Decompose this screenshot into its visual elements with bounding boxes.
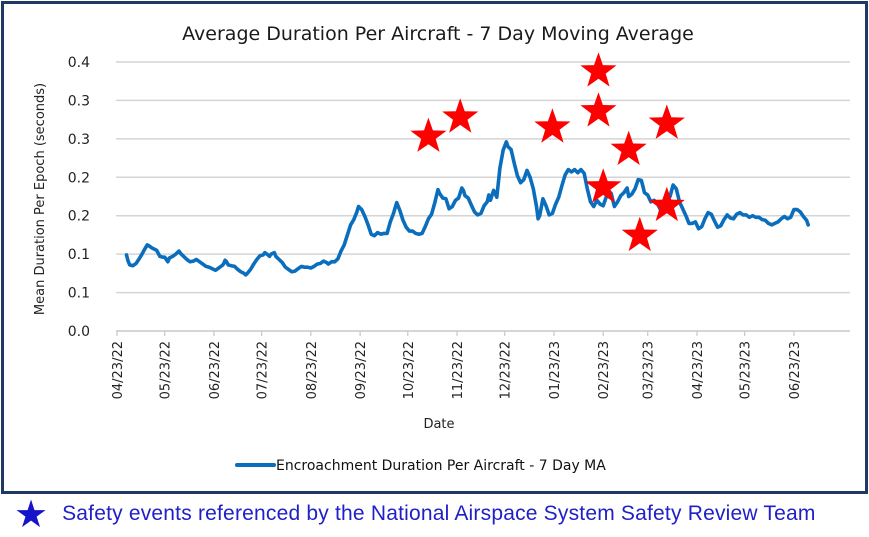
safety-event-markers [410,52,685,252]
y-tick-label: 0.1 [68,286,90,302]
x-tick-label: 11/23/22 [451,341,466,399]
x-tick-label: 05/23/22 [159,341,174,399]
series-line [124,140,810,277]
y-tick-label: 0.3 [68,93,90,109]
y-tick-label: 0.2 [68,209,90,225]
x-tick-label: 01/23/23 [548,341,563,399]
red-star-icon [648,104,685,139]
x-axis-title: Date [423,417,454,432]
legend-label: Encroachment Duration Per Aircraft - 7 D… [276,458,606,474]
red-star-icon [442,98,479,133]
x-tick-label: 06/23/22 [208,341,223,399]
x-tick-label: 04/23/22 [111,341,126,399]
series-layer [124,140,810,277]
blue-star-icon: ★ [14,492,49,536]
y-axis-title: Mean Duration Per Epoch (seconds) [33,83,48,315]
gridlines [116,61,850,294]
red-star-icon [534,108,571,143]
x-tick-label: 09/23/22 [354,341,369,399]
red-star-icon [610,130,647,165]
y-tick-label: 0.0 [68,324,90,340]
y-tick-label: 0.1 [68,247,90,263]
x-tick-label: 06/23/23 [788,341,803,399]
x-tick-label: 07/23/22 [256,341,271,399]
y-tick-label: 0.2 [68,170,90,186]
legend: Encroachment Duration Per Aircraft - 7 D… [235,458,606,474]
footer-note: ★ Safety events referenced by the Nation… [14,494,816,534]
red-star-icon [621,216,658,252]
red-star-icon [580,92,617,127]
chart-title: Average Duration Per Aircraft - 7 Day Mo… [182,23,694,45]
x-tick-label: 02/23/23 [597,341,612,399]
footer-text: Safety events referenced by the National… [62,502,816,525]
x-tick-label: 10/23/22 [402,341,417,399]
chart-frame: Average Duration Per Aircraft - 7 Day Mo… [1,1,868,494]
red-star-icon [648,186,685,222]
x-tick-label: 08/23/22 [305,341,320,399]
x-tick-label: 04/23/23 [691,341,706,399]
x-tick-label: 05/23/23 [739,341,754,399]
x-axis: 04/23/22 05/23/22 06/23/22 07/23/22 08/23/22… [111,330,850,399]
red-star-icon [580,52,617,87]
x-tick-label: 03/23/23 [642,341,657,399]
chart: Average Duration Per Aircraft - 7 Day Mo… [33,23,850,474]
x-tick-label: 12/23/22 [499,341,514,399]
y-tick-label: 0.4 [68,55,90,71]
y-axis-ticks: 0.0 0.1 0.1 0.2 0.2 0.3 0.3 0.4 [68,55,90,340]
y-tick-label: 0.3 [68,132,90,148]
red-star-icon [585,168,622,203]
red-star-icon [410,117,447,152]
